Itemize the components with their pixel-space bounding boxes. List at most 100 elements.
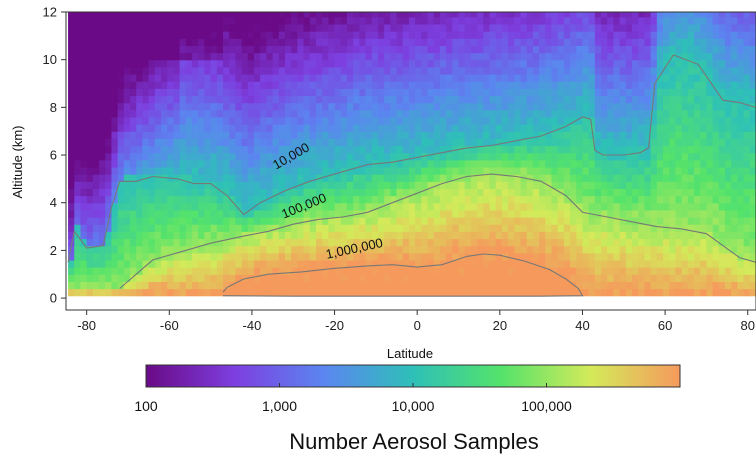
heatmap-cell <box>483 209 491 218</box>
heatmap-cell <box>229 38 236 46</box>
heatmap-cell <box>68 131 75 139</box>
heatmap-cell <box>235 259 243 268</box>
heatmap-cell <box>526 16 534 25</box>
heatmap-cell <box>365 12 373 18</box>
heatmap-cell <box>439 138 447 147</box>
heatmap-cell <box>322 174 329 182</box>
heatmap-cell <box>396 202 404 211</box>
heatmap-cell <box>229 95 236 104</box>
heatmap-cell <box>656 52 664 61</box>
heatmap-cell <box>229 16 236 25</box>
heatmap-cell <box>241 16 249 25</box>
heatmap-cell <box>68 73 75 82</box>
heatmap-cell <box>210 224 218 232</box>
heatmap-cell <box>644 38 652 46</box>
heatmap-cell <box>272 52 280 61</box>
heatmap-cell <box>737 102 745 111</box>
heatmap-cell <box>731 16 739 25</box>
heatmap-cell <box>625 23 633 32</box>
heatmap-cell <box>74 116 82 125</box>
heatmap-cell <box>266 238 274 247</box>
heatmap-cell <box>663 109 670 118</box>
heatmap-cell <box>650 202 658 211</box>
heatmap-cell <box>477 252 484 261</box>
heatmap-cell <box>551 138 559 147</box>
heatmap-cell <box>433 145 441 154</box>
heatmap-cell <box>619 66 627 75</box>
heatmap-cell <box>483 152 491 161</box>
heatmap-cell <box>601 195 608 204</box>
heatmap-cell <box>514 152 522 161</box>
heatmap-cell <box>266 73 274 82</box>
heatmap-cell <box>173 138 181 147</box>
heatmap-cell <box>80 224 88 232</box>
heatmap-cell <box>446 124 453 132</box>
heatmap-cell <box>439 174 447 182</box>
heatmap-cell <box>123 224 131 232</box>
heatmap-cell <box>247 195 255 204</box>
heatmap-cell <box>427 109 435 118</box>
heatmap-cell <box>588 73 596 82</box>
heatmap-cell <box>725 66 732 75</box>
heatmap-cell <box>284 159 292 168</box>
heatmap-cell <box>712 109 720 118</box>
heatmap-cell <box>588 174 596 182</box>
heatmap-cell <box>278 159 286 168</box>
heatmap-cell <box>508 59 515 68</box>
heatmap-cell <box>588 23 596 32</box>
heatmap-cell <box>718 66 726 75</box>
heatmap-cell <box>173 238 181 247</box>
heatmap-cell <box>80 81 88 89</box>
heatmap-cell <box>613 209 621 218</box>
heatmap-cell <box>594 31 602 39</box>
heatmap-cell <box>223 245 230 254</box>
heatmap-cell <box>161 45 168 54</box>
heatmap-cell <box>470 95 478 104</box>
heatmap-cell <box>111 52 119 61</box>
heatmap-cell <box>322 209 329 218</box>
heatmap-cell <box>706 73 714 82</box>
heatmap-cell <box>718 238 726 247</box>
heatmap-cell <box>489 159 497 168</box>
heatmap-cell <box>167 124 175 132</box>
heatmap-cell <box>663 159 670 168</box>
heatmap-cell <box>284 23 292 32</box>
heatmap-cell <box>439 95 447 104</box>
heatmap-cell <box>253 281 261 290</box>
heatmap-cell <box>594 16 602 25</box>
heatmap-cell <box>86 159 94 168</box>
heatmap-cell <box>371 281 379 290</box>
heatmap-cell <box>136 159 144 168</box>
heatmap-cell <box>235 217 243 225</box>
heatmap-cell <box>235 102 243 111</box>
heatmap-cell <box>415 166 422 175</box>
heatmap-cell <box>700 152 708 161</box>
heatmap-cell <box>86 281 94 290</box>
heatmap-cell <box>563 188 571 197</box>
heatmap-cell <box>539 145 546 154</box>
heatmap-cell <box>161 38 168 46</box>
heatmap-cell <box>173 59 181 68</box>
heatmap-cell <box>532 45 540 54</box>
heatmap-cell <box>446 224 453 232</box>
heatmap-cell <box>501 238 509 247</box>
heatmap-cell <box>365 116 373 125</box>
heatmap-cell <box>396 23 404 32</box>
heatmap-cell <box>594 166 602 175</box>
heatmap-cell <box>80 252 88 261</box>
heatmap-cell <box>291 166 298 175</box>
heatmap-cell <box>365 159 373 168</box>
heatmap-cell <box>353 38 360 46</box>
heatmap-cell <box>737 217 745 225</box>
heatmap-cell <box>644 145 652 154</box>
heatmap-cell <box>749 188 756 197</box>
heatmap-cell <box>495 231 503 240</box>
heatmap-cell <box>297 267 305 275</box>
heatmap-cell <box>123 217 131 225</box>
heatmap-cell <box>111 209 119 218</box>
heatmap-cell <box>582 181 590 190</box>
heatmap-cell <box>452 188 460 197</box>
heatmap-cell <box>464 73 472 82</box>
heatmap-cell <box>204 81 212 89</box>
heatmap-cell <box>266 181 274 190</box>
